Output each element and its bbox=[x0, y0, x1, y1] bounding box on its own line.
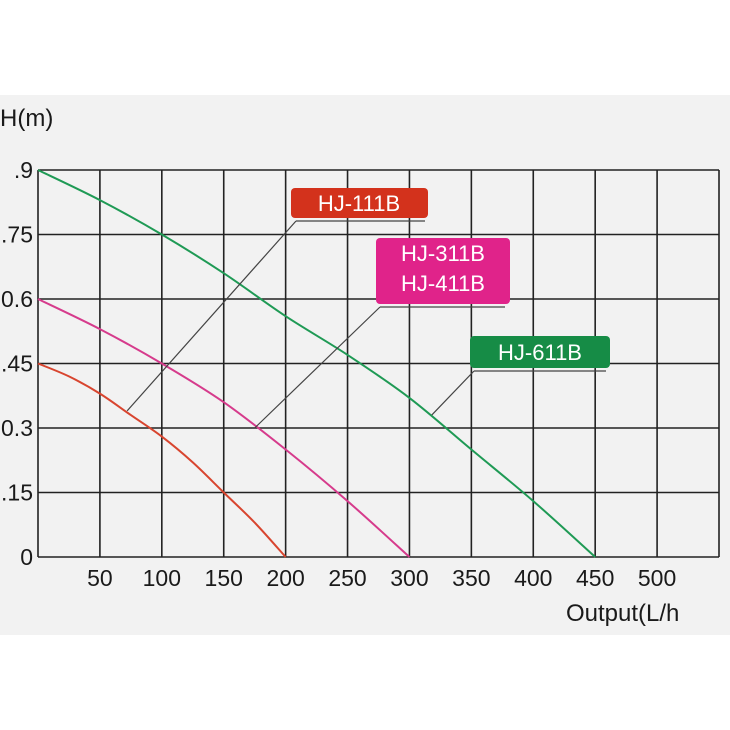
series-line bbox=[37, 362, 287, 558]
y-tick-label: 0.6 bbox=[1, 286, 33, 312]
y-axis-label: H(m) bbox=[0, 105, 53, 132]
y-tick-label: .15 bbox=[1, 480, 33, 506]
y-tick-label: .45 bbox=[1, 351, 33, 377]
x-tick-label: 100 bbox=[143, 565, 181, 591]
x-tick-label: 400 bbox=[514, 565, 552, 591]
x-tick-label: 50 bbox=[87, 565, 113, 591]
grid bbox=[37, 169, 720, 558]
label-pointer-line bbox=[431, 370, 475, 416]
series-label-text: HJ-611B bbox=[498, 340, 582, 365]
x-tick-label: 500 bbox=[638, 565, 676, 591]
x-tick-labels: 50 100 150 200 250 300 350 400 450 500 bbox=[87, 565, 676, 591]
x-tick-label: 450 bbox=[576, 565, 614, 591]
series-label-box bbox=[376, 238, 510, 304]
label-pointer-line bbox=[254, 306, 381, 429]
series-line bbox=[37, 169, 596, 558]
series-label-text: HJ-411B bbox=[401, 271, 485, 296]
x-axis-label: Output(L/h bbox=[566, 600, 679, 627]
x-tick-label: 350 bbox=[452, 565, 490, 591]
x-tick-label: 250 bbox=[328, 565, 366, 591]
y-tick-label: .9 bbox=[14, 157, 33, 183]
label-pointer-line bbox=[126, 220, 297, 412]
y-tick-label: 0 bbox=[20, 544, 33, 570]
series-curves bbox=[37, 169, 596, 558]
x-tick-label: 200 bbox=[266, 565, 304, 591]
y-tick-label: 0.3 bbox=[1, 415, 33, 441]
y-tick-label: .75 bbox=[1, 222, 33, 248]
series-label-text: HJ-111B bbox=[318, 191, 400, 216]
y-tick-labels: .9 .75 0.6 .45 0.3 .15 0 bbox=[1, 157, 33, 570]
series-label-text: HJ-311B bbox=[401, 241, 485, 266]
series-label-box bbox=[291, 188, 428, 218]
x-tick-label: 150 bbox=[205, 565, 243, 591]
series-line bbox=[37, 298, 411, 558]
series-label-box bbox=[470, 336, 610, 368]
x-tick-label: 300 bbox=[390, 565, 428, 591]
